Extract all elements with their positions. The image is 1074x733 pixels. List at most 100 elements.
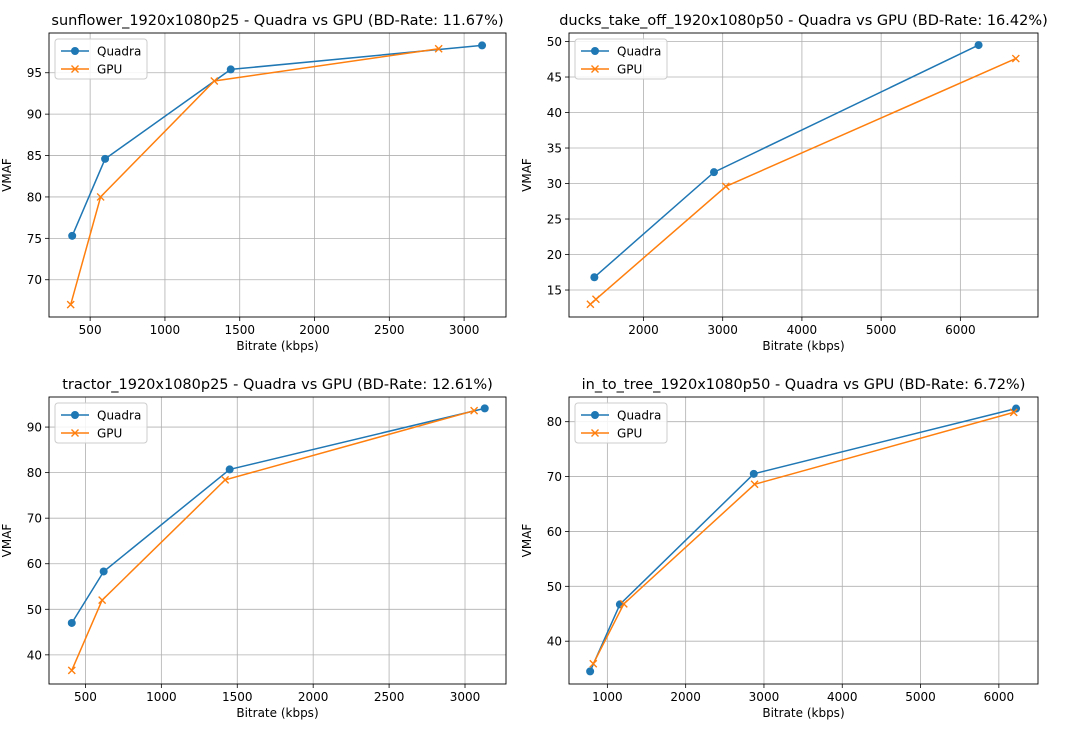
legend-label-gpu: GPU — [97, 427, 122, 441]
legend-marker-quadra — [71, 47, 79, 55]
y-tick-label: 40 — [27, 648, 42, 662]
legend: Quadra GPU — [574, 402, 668, 444]
data-point-quadra — [586, 667, 595, 676]
data-point-gpu — [98, 596, 107, 605]
x-tick-label: 1500 — [222, 690, 253, 704]
chart-title: sunflower_1920x1080p25 - Quadra vs GPU (… — [51, 13, 503, 29]
y-tick-label: 70 — [27, 512, 42, 526]
data-point-gpu — [619, 599, 628, 608]
legend-label-quadra: Quadra — [617, 409, 661, 423]
axes-frame — [568, 32, 1039, 318]
y-tick-label: 45 — [547, 71, 562, 85]
legend-label-quadra: Quadra — [97, 409, 141, 423]
subplot-4: 1000 2000 3000 4000 5000 6000 40 50 60 70 80 in_to_… — [520, 377, 1039, 720]
data-point-quadra — [226, 65, 235, 74]
y-tick-label: 80 — [547, 415, 562, 429]
x-tick-label: 6000 — [984, 690, 1015, 704]
x-tick-label: 4000 — [787, 323, 818, 337]
subplot-3: 500 1000 1500 2000 2500 3000 40 50 60 70 80 90 tract… — [0, 377, 507, 720]
x-tick-label: 3000 — [749, 690, 780, 704]
y-tick-label: 15 — [547, 284, 562, 298]
x-axis-label: Bitrate (kbps) — [236, 706, 318, 720]
x-tick-label: 3000 — [707, 323, 738, 337]
data-point-quadra — [99, 567, 108, 576]
y-tick-label: 70 — [27, 273, 42, 287]
legend-label-gpu: GPU — [617, 427, 642, 441]
y-tick-label: 50 — [547, 580, 562, 594]
y-axis-label: VMAF — [520, 158, 534, 192]
legend-marker-gpu — [71, 65, 79, 73]
x-tick-label: 3000 — [450, 690, 481, 704]
y-tick-label: 50 — [547, 35, 562, 49]
series-line-quadra — [71, 407, 485, 624]
y-tick-label: 60 — [27, 557, 42, 571]
legend-marker-quadra — [71, 411, 79, 419]
y-axis-label: VMAF — [0, 158, 14, 192]
x-tick-label: 5000 — [905, 690, 936, 704]
x-tick-label: 1000 — [146, 690, 177, 704]
axes-frame — [568, 396, 1039, 685]
y-axis-label: VMAF — [520, 524, 534, 558]
x-tick-label: 2500 — [374, 323, 405, 337]
x-tick-label: 2000 — [298, 690, 329, 704]
legend-marker-quadra — [591, 411, 599, 419]
data-point-gpu — [221, 475, 230, 484]
chart-title: in_to_tree_1920x1080p50 - Quadra vs GPU … — [582, 377, 1026, 393]
x-tick-label: 1000 — [592, 690, 623, 704]
data-point-gpu — [750, 480, 759, 489]
data-point-quadra — [749, 469, 758, 478]
x-tick-label: 6000 — [945, 323, 976, 337]
data-point-gpu — [96, 192, 105, 201]
data-point-gpu — [1009, 408, 1018, 417]
legend-label-quadra: Quadra — [617, 45, 661, 59]
subplot-1: 500 1000 1500 2000 2500 3000 70 75 80 85 90 95 sunfl… — [0, 13, 507, 353]
data-point-quadra — [478, 41, 487, 50]
legend: Quadra GPU — [54, 402, 148, 444]
chart-title: ducks_take_off_1920x1080p50 - Quadra vs … — [559, 13, 1048, 29]
x-tick-label: 2500 — [374, 690, 405, 704]
legend-label-quadra: Quadra — [97, 45, 141, 59]
data-point-gpu — [210, 77, 219, 86]
x-tick-label: 1500 — [224, 323, 255, 337]
data-point-gpu — [434, 44, 443, 53]
series-line-quadra — [589, 407, 1017, 672]
data-point-gpu — [589, 659, 598, 668]
x-tick-label: 500 — [79, 323, 102, 337]
legend-label-gpu: GPU — [97, 63, 122, 77]
legend-marker-quadra — [591, 47, 599, 55]
data-point-gpu — [1011, 54, 1020, 63]
x-tick-label: 500 — [74, 690, 97, 704]
chart-title: tractor_1920x1080p25 - Quadra vs GPU (BD… — [62, 377, 493, 393]
data-point-gpu — [67, 666, 76, 675]
x-tick-label: 2000 — [299, 323, 330, 337]
y-tick-label: 20 — [547, 248, 562, 262]
series-line-gpu — [71, 409, 475, 671]
data-point-quadra — [590, 273, 599, 282]
data-point-quadra — [225, 465, 234, 474]
y-tick-label: 75 — [27, 232, 42, 246]
data-point-gpu — [470, 406, 479, 415]
y-tick-label: 60 — [547, 525, 562, 539]
x-tick-label: 2000 — [628, 323, 659, 337]
y-tick-label: 80 — [27, 190, 42, 204]
y-tick-label: 90 — [27, 108, 42, 122]
x-tick-label: 2000 — [670, 690, 701, 704]
data-point-gpu — [66, 300, 75, 309]
x-axis-label: Bitrate (kbps) — [236, 339, 318, 353]
y-tick-label: 25 — [547, 213, 562, 227]
x-axis-label: Bitrate (kbps) — [762, 339, 844, 353]
legend-marker-gpu — [71, 429, 79, 437]
y-tick-label: 40 — [547, 106, 562, 120]
axes-frame — [48, 32, 507, 318]
y-tick-label: 85 — [27, 149, 42, 163]
series-line-gpu — [589, 57, 1017, 305]
legend-marker-gpu — [591, 429, 599, 437]
y-tick-label: 40 — [547, 635, 562, 649]
y-tick-label: 80 — [27, 466, 42, 480]
data-point-quadra — [480, 404, 489, 413]
data-point-quadra — [709, 168, 718, 177]
x-axis-label: Bitrate (kbps) — [762, 706, 844, 720]
axes-frame — [48, 396, 507, 685]
x-tick-label: 3000 — [449, 323, 480, 337]
